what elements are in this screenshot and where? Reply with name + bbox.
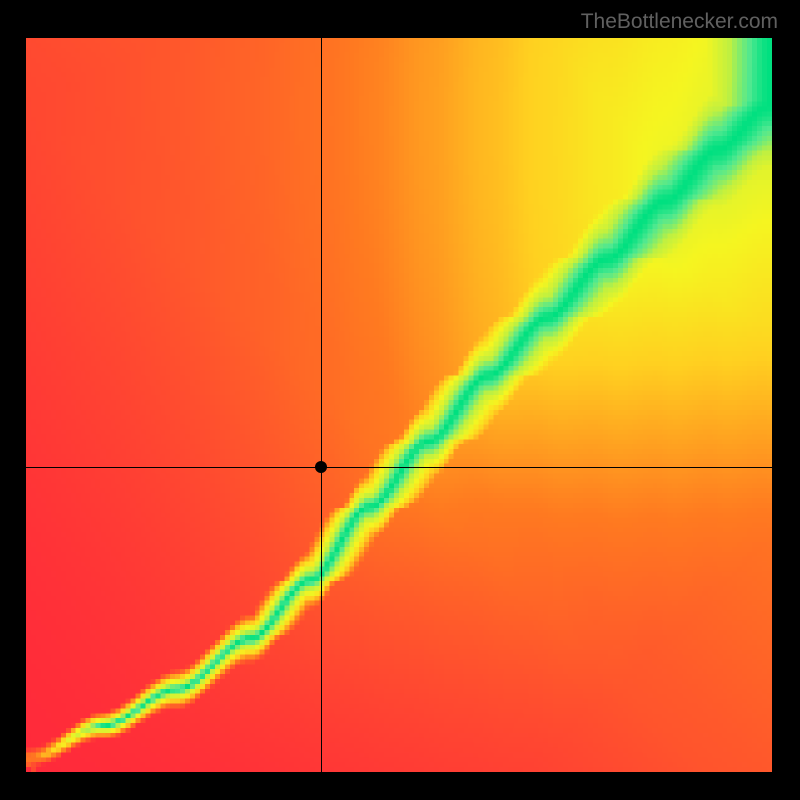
- heatmap-canvas: [26, 38, 772, 772]
- crosshair-horizontal: [26, 467, 772, 468]
- crosshair-marker: [315, 461, 327, 473]
- crosshair-vertical: [321, 38, 322, 772]
- watermark-text: TheBottlenecker.com: [581, 10, 778, 34]
- chart-area: [26, 38, 772, 772]
